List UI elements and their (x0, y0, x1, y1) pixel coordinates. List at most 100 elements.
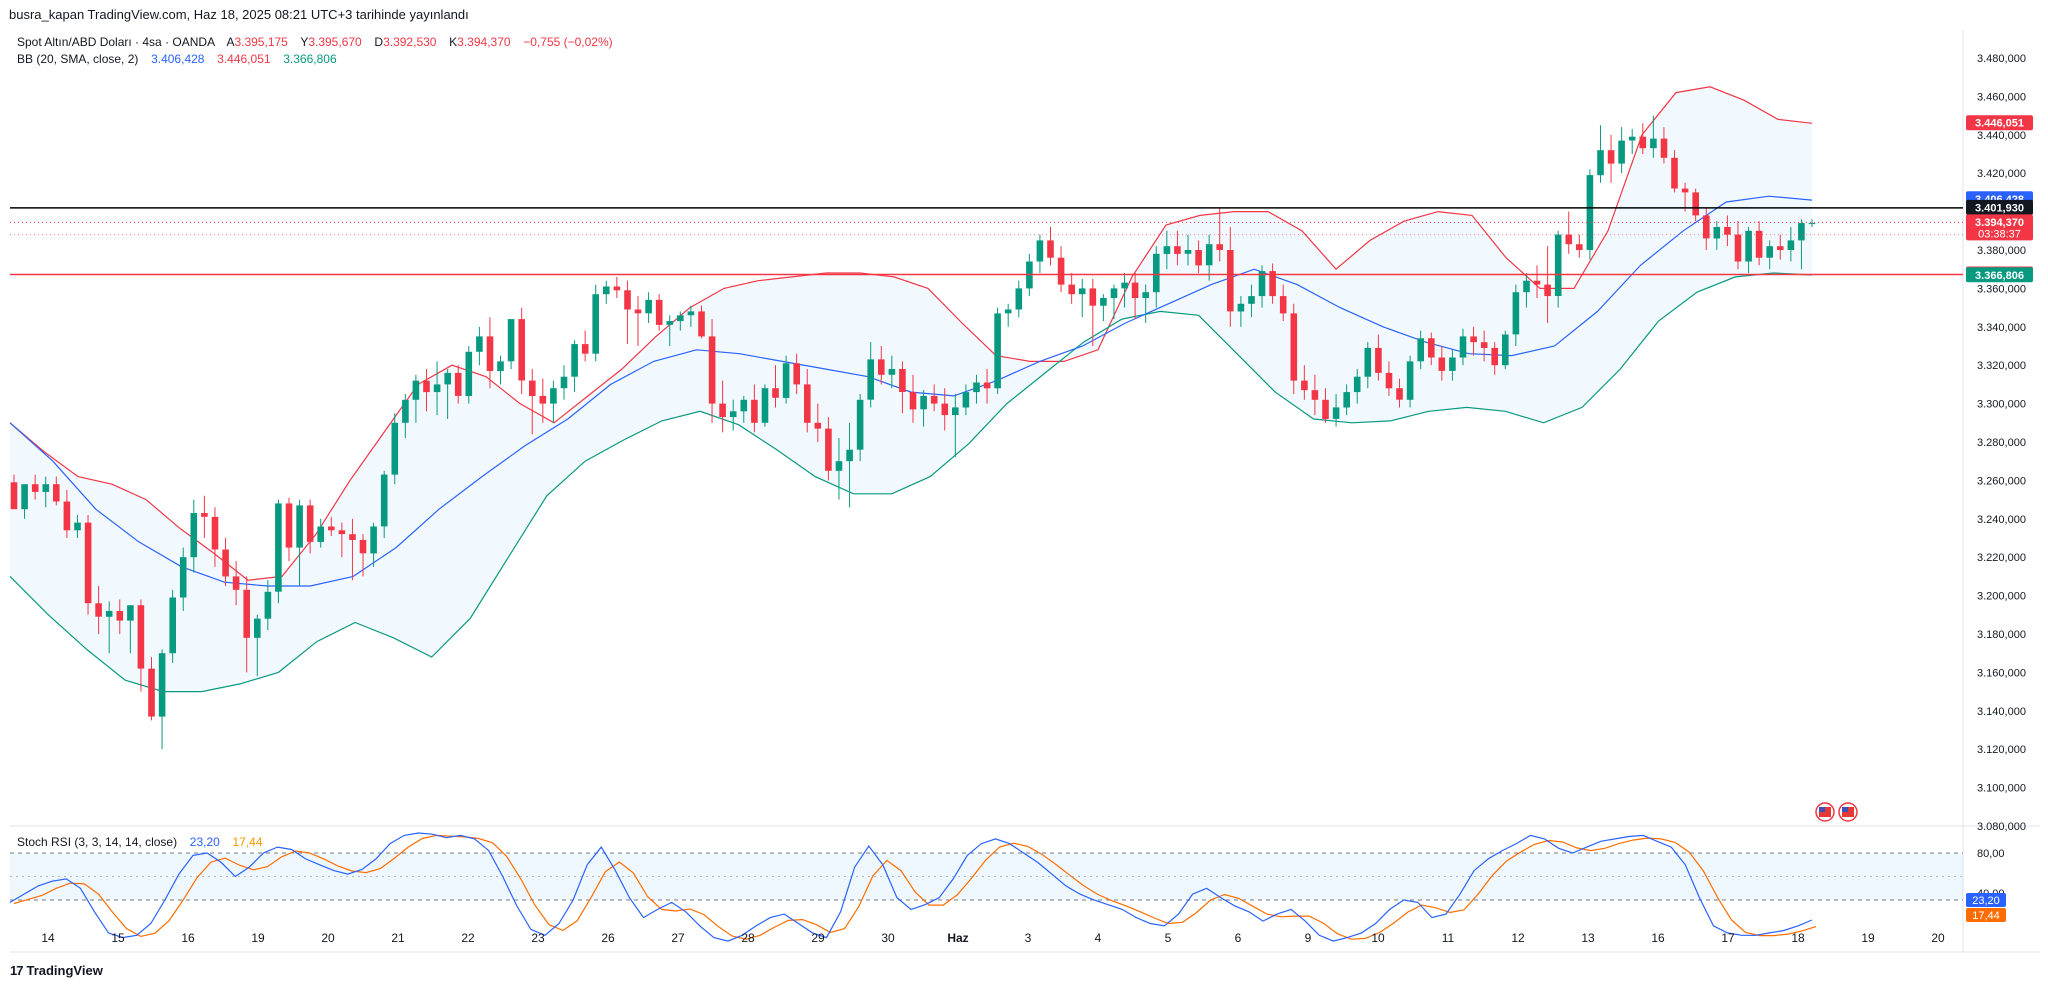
candle-body (1703, 215, 1710, 239)
candle-body (370, 526, 377, 554)
candle-body (603, 286, 610, 295)
bb-label[interactable]: BB (20, SMA, close, 2) (17, 52, 139, 66)
price-tick-label: 3.200,000 (1977, 591, 2026, 603)
bb-basis-value: 3.406,428 (151, 52, 205, 66)
price-label-box (1966, 115, 2033, 131)
candle-body (42, 484, 50, 492)
candle-body (920, 395, 927, 410)
bb-legend: BB (20, SMA, close, 2) 3.406,428 3.446,0… (17, 52, 337, 66)
candle-body (899, 369, 906, 392)
candle-body (856, 399, 864, 450)
candle-body (782, 363, 790, 398)
candle-body (1036, 240, 1044, 262)
candle-body (634, 309, 642, 314)
candle-body (1470, 336, 1477, 343)
candle-body (1639, 136, 1647, 149)
candle-body (1015, 288, 1023, 310)
time-tick-label: 26 (601, 931, 615, 945)
price-tick-label: 3.480,000 (1977, 53, 2026, 65)
candle-body (1766, 246, 1773, 258)
candle-body (497, 361, 504, 371)
horizontal-lines[interactable] (10, 207, 1963, 276)
page-title: busra_kapan TradingView.com, Haz 18, 202… (9, 7, 469, 22)
candle-body (624, 290, 631, 310)
flag-canton (1842, 807, 1848, 812)
candle-body (666, 321, 674, 325)
time-tick-label: 30 (881, 931, 895, 945)
price-tick-label: 3.440,000 (1977, 130, 2026, 142)
price-tick-label: 3.260,000 (1977, 475, 2026, 487)
candle-body (740, 399, 748, 412)
candle-body (179, 557, 187, 598)
open-label: A (226, 35, 235, 49)
candle-body (84, 522, 92, 604)
close-value: 3.394,370 (457, 35, 511, 49)
price-tick-label: 3.360,000 (1977, 283, 2026, 295)
us-flag-event-icon[interactable] (1815, 802, 1835, 822)
candle-body (952, 407, 959, 416)
candle-body (645, 299, 652, 314)
event-flags[interactable] (1815, 802, 1858, 822)
candle-body (222, 549, 229, 577)
candle-body (1385, 372, 1393, 389)
candle-body (317, 526, 324, 542)
time-tick-label: 20 (321, 931, 335, 945)
low-label: D (374, 35, 384, 49)
candle-body (1047, 240, 1054, 258)
candle-body (878, 359, 885, 375)
time-tick-label: 29 (811, 931, 825, 945)
price-tick-label: 3.340,000 (1977, 322, 2026, 334)
candle-body (1502, 334, 1509, 366)
price-tick-label: 3.300,000 (1977, 399, 2026, 411)
candle-body (201, 513, 208, 517)
candle-body (1576, 244, 1583, 250)
price-tick-label: 3.420,000 (1977, 168, 2026, 180)
candle-body (962, 392, 970, 408)
time-tick-label: 16 (181, 931, 195, 945)
candle-body (338, 530, 346, 535)
price-tick-label: 3.100,000 (1977, 783, 2026, 795)
stoch-d-line (13, 834, 1817, 940)
candles (10, 115, 1816, 750)
candle-body (973, 382, 980, 393)
stoch-label[interactable]: Stoch RSI (3, 3, 14, 14, close) (17, 835, 178, 849)
tradingview-logo[interactable]: 17 TradingView (10, 963, 103, 978)
candle-body (1353, 376, 1361, 393)
candle-body (1724, 227, 1731, 235)
candle-body (1544, 284, 1551, 297)
bollinger-bands (9, 86, 1813, 693)
price-label-text: 3.446,051 (1975, 118, 2024, 130)
candle-body (507, 319, 515, 362)
candle-body (476, 336, 483, 352)
stoch-k-line (9, 832, 1813, 942)
candle-body (1110, 288, 1118, 298)
candle-body (1428, 338, 1435, 358)
candle-body (909, 392, 917, 410)
candle-body (423, 380, 430, 393)
price-label-text: 3.394,370 (1975, 217, 2024, 229)
us-flag-event-icon[interactable] (1838, 802, 1858, 822)
time-tick-label: Haz (947, 931, 968, 945)
candle-body (116, 611, 124, 621)
candle-body (835, 461, 843, 471)
candle-body (1755, 230, 1763, 258)
candle-body (846, 449, 853, 462)
candle-body (613, 286, 621, 291)
candle-body (825, 428, 832, 471)
candle-body (158, 653, 166, 717)
candle-body (1237, 303, 1245, 312)
candle-body (1713, 227, 1721, 239)
candle-body (1142, 292, 1149, 298)
candle-body (1406, 361, 1414, 400)
candle-body (285, 503, 293, 548)
candle-body (127, 605, 134, 621)
candle-body (1396, 388, 1403, 400)
time-tick-label: 17 (1721, 931, 1735, 945)
bb-fill (10, 86, 1812, 692)
candle-body (53, 484, 60, 502)
price-label-box (1966, 267, 2033, 283)
stoch-k-label: 23,20 (1966, 893, 2006, 907)
symbol-name[interactable]: Spot Altın/ABD Doları · 4sa · OANDA (17, 35, 215, 49)
candle-body (804, 384, 811, 423)
